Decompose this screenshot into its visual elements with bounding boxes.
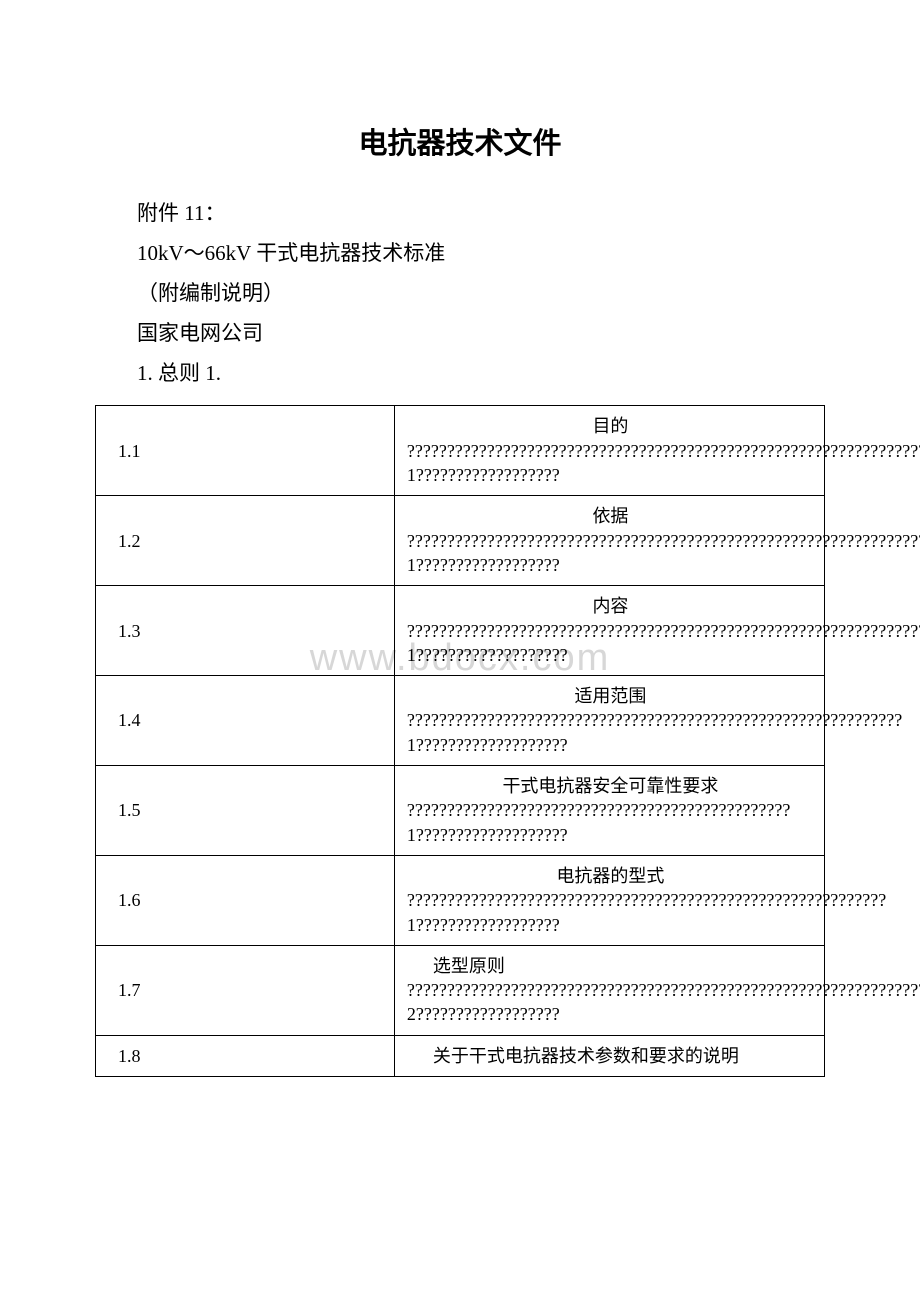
- row-body: ????????????????????????????????????????…: [407, 798, 814, 847]
- rules-table-body: 1.1 目的 ?????????????????????????????????…: [96, 406, 825, 1077]
- table-row: 1.6 电抗器的型式 ?????????????????????????????…: [96, 855, 825, 945]
- row-body: ????????????????????????????????????????…: [407, 708, 814, 757]
- row-body: ????????????????????????????????????????…: [407, 619, 814, 668]
- row-body: ????????????????????????????????????????…: [407, 529, 814, 578]
- row-heading: 选型原则: [407, 954, 814, 978]
- row-number: 1.4: [96, 676, 395, 766]
- table-row: 1.3 内容 ?????????????????????????????????…: [96, 586, 825, 676]
- meta-line-company: 国家电网公司: [95, 314, 825, 354]
- table-row: 1.8 关于干式电抗器技术参数和要求的说明: [96, 1035, 825, 1076]
- meta-line-standard: 10kV～66kV 干式电抗器技术标准: [95, 234, 825, 274]
- row-heading: 适用范围: [407, 684, 814, 708]
- row-number: 1.2: [96, 496, 395, 586]
- rules-table: 1.1 目的 ?????????????????????????????????…: [95, 405, 825, 1077]
- row-heading: 内容: [407, 594, 814, 618]
- row-heading: 干式电抗器安全可靠性要求: [407, 774, 814, 798]
- row-heading: 依据: [407, 504, 814, 528]
- row-description: 目的 ?????????????????????????????????????…: [394, 406, 824, 496]
- meta-line-note: （附编制说明）: [95, 274, 825, 314]
- row-number: 1.5: [96, 766, 395, 856]
- row-heading: 关于干式电抗器技术参数和要求的说明: [407, 1044, 814, 1068]
- row-heading: 目的: [407, 414, 814, 438]
- row-description: 关于干式电抗器技术参数和要求的说明: [394, 1035, 824, 1076]
- row-description: 选型原则 ???????????????????????????????????…: [394, 945, 824, 1035]
- document-content: 电抗器技术文件 附件 11： 10kV～66kV 干式电抗器技术标准 （附编制说…: [95, 120, 825, 1077]
- row-description: 内容 ?????????????????????????????????????…: [394, 586, 824, 676]
- table-row: 1.2 依据 ?????????????????????????????????…: [96, 496, 825, 586]
- meta-line-section: 1. 总则 1.: [95, 354, 825, 394]
- row-body: ????????????????????????????????????????…: [407, 978, 814, 1027]
- row-body: ????????????????????????????????????????…: [407, 888, 814, 937]
- row-number: 1.8: [96, 1035, 395, 1076]
- table-row: 1.5 干式电抗器安全可靠性要求 ???????????????????????…: [96, 766, 825, 856]
- row-heading: 电抗器的型式: [407, 864, 814, 888]
- row-body: ????????????????????????????????????????…: [407, 439, 814, 488]
- row-number: 1.6: [96, 855, 395, 945]
- meta-line-attachment: 附件 11：: [95, 194, 825, 234]
- row-description: 依据 ?????????????????????????????????????…: [394, 496, 824, 586]
- document-title: 电抗器技术文件: [95, 120, 825, 162]
- row-number: 1.3: [96, 586, 395, 676]
- row-number: 1.7: [96, 945, 395, 1035]
- row-description: 电抗器的型式 ?????????????????????????????????…: [394, 855, 824, 945]
- row-description: 干式电抗器安全可靠性要求 ???????????????????????????…: [394, 766, 824, 856]
- table-row: 1.7 选型原则 ???????????????????????????????…: [96, 945, 825, 1035]
- table-row: 1.4 适用范围 ???????????????????????????????…: [96, 676, 825, 766]
- row-number: 1.1: [96, 406, 395, 496]
- table-row: 1.1 目的 ?????????????????????????????????…: [96, 406, 825, 496]
- rules-table-container: 1.1 目的 ?????????????????????????????????…: [95, 405, 825, 1077]
- row-description: 适用范围 ???????????????????????????????????…: [394, 676, 824, 766]
